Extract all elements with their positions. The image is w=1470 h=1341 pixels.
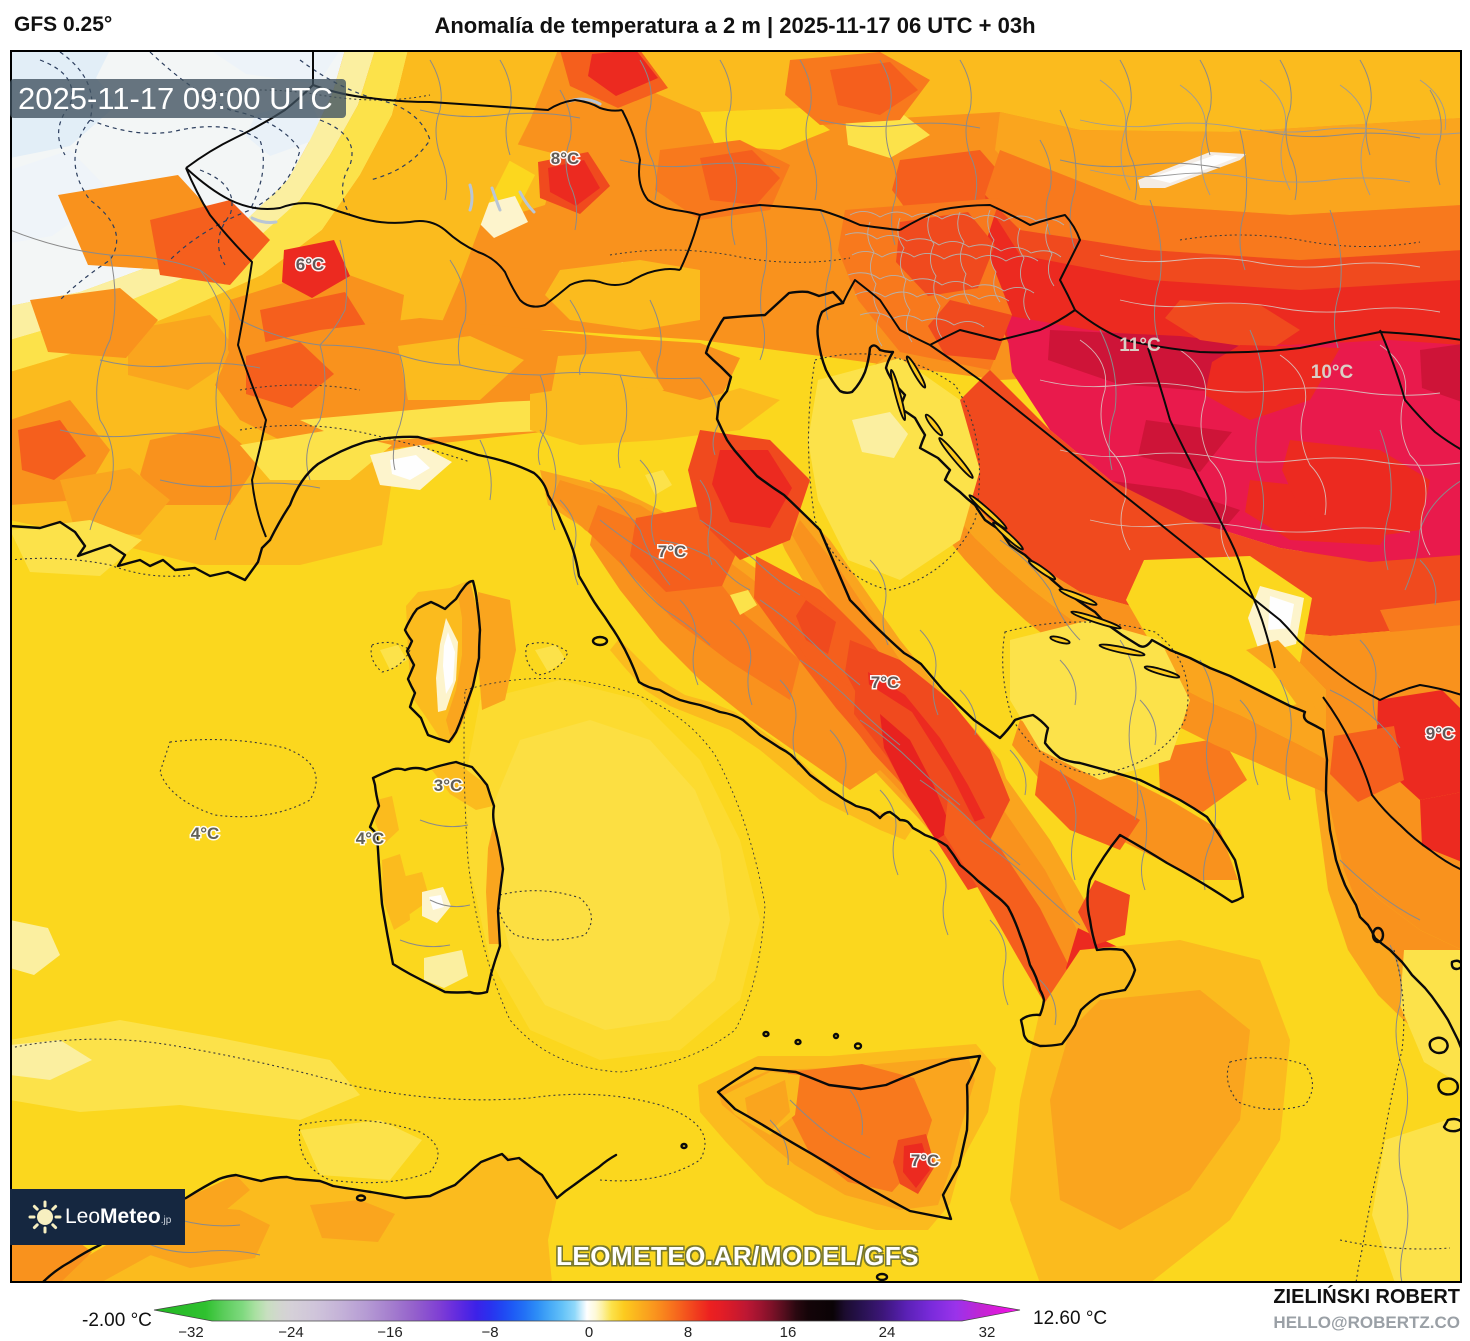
svg-text:7°C: 7°C (911, 1151, 940, 1170)
svg-text:11°C: 11°C (1119, 335, 1161, 356)
svg-text:7°C: 7°C (658, 542, 687, 561)
svg-text:4°C: 4°C (356, 829, 385, 848)
svg-text:10°C: 10°C (1311, 362, 1354, 383)
svg-text:3°C: 3°C (434, 776, 463, 795)
svg-text:9°C: 9°C (1426, 724, 1455, 743)
svg-text:4°C: 4°C (191, 824, 220, 843)
svg-text:6°C: 6°C (296, 255, 325, 274)
svg-text:8°C: 8°C (551, 149, 580, 168)
svg-text:7°C: 7°C (871, 673, 900, 692)
